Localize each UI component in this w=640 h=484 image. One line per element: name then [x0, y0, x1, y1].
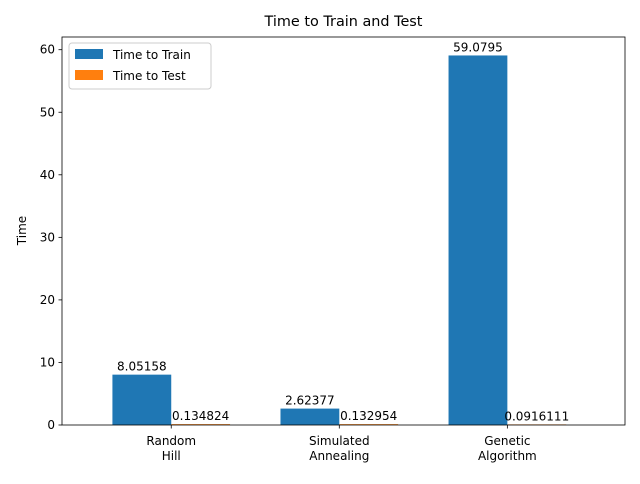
y-axis: 0 10 20 30 40 50 60	[40, 43, 62, 432]
legend-label-train: Time to Train	[112, 48, 191, 62]
x-tick-label-line-0-0: Random	[146, 434, 196, 448]
y-tick-label-4: 40	[40, 168, 55, 182]
bar-test-1	[339, 424, 399, 425]
chart-title: Time to Train and Test	[264, 14, 423, 30]
bar-train-0	[112, 374, 172, 425]
bar-value-label-train-0: 8.05158	[117, 360, 167, 374]
x-tick-label-1: Simulated Annealing	[309, 434, 370, 463]
bar-value-label-test-0: 0.134824	[172, 409, 229, 423]
legend-swatch-test	[75, 70, 103, 80]
x-tick-label-line-1-1: Annealing	[309, 449, 369, 463]
x-tick-label-line-0-1: Hill	[162, 449, 181, 463]
x-tick-label-2: Genetic Algorithm	[478, 434, 537, 463]
x-tick-label-line-1-0: Simulated	[309, 434, 370, 448]
legend-box	[68, 42, 212, 90]
x-tick-label-0: Random Hill	[146, 434, 196, 463]
y-axis-label: Time	[15, 216, 29, 246]
bar-train-2	[448, 55, 508, 426]
plot-frame	[61, 36, 626, 426]
legend-swatch-train	[75, 49, 103, 59]
bar-value-label-test-2: 0.0916111	[504, 409, 569, 423]
x-axis: Random Hill Simulated Annealing Genetic Algor…	[146, 425, 537, 463]
y-tick-label-0: 0	[47, 418, 55, 432]
y-tick-label-5: 50	[40, 105, 55, 119]
y-tick-label-3: 30	[40, 230, 55, 244]
bar-value-label-test-1: 0.132954	[340, 409, 397, 423]
bar-train-1	[280, 408, 340, 425]
legend-label-test: Time to Test	[112, 69, 186, 83]
bar-value-label-train-1: 2.62377	[285, 394, 335, 408]
bar-test-0	[171, 424, 231, 425]
y-tick-label-2: 20	[40, 293, 55, 307]
bar-value-label-train-2: 59.0795	[453, 40, 503, 54]
legend: Time to Train Time to Test	[68, 42, 212, 90]
x-tick-label-line-2-0: Genetic	[484, 434, 530, 448]
y-tick-label-1: 10	[40, 355, 55, 369]
bars-group	[112, 55, 567, 426]
x-tick-label-line-2-1: Algorithm	[478, 449, 537, 463]
bar-labels-group: 8.05158 2.62377 59.0795 0.134824 0.132954 0.0…	[117, 40, 569, 423]
y-tick-label-6: 60	[40, 43, 55, 57]
